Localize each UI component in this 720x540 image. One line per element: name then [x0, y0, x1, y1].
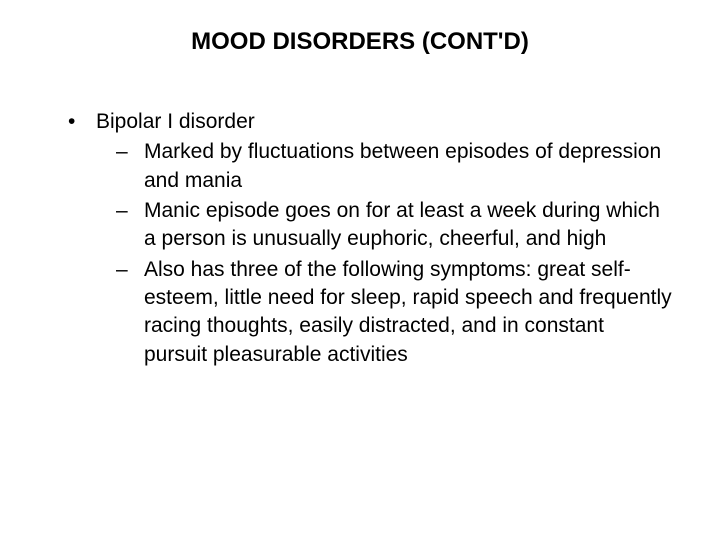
bullet-item: Also has three of the following symptoms…	[48, 256, 672, 369]
slide-content: Bipolar I disorder Marked by fluctuation…	[48, 108, 672, 369]
bullet-marker-dash	[116, 256, 144, 284]
bullet-text: Bipolar I disorder	[96, 108, 672, 136]
slide-container: MOOD DISORDERS (CONT'D) Bipolar I disord…	[0, 0, 720, 540]
bullet-item: Marked by fluctuations between episodes …	[48, 138, 672, 195]
bullet-item: Manic episode goes on for at least a wee…	[48, 197, 672, 254]
bullet-marker-dash	[116, 197, 144, 225]
bullet-text: Also has three of the following symptoms…	[144, 256, 672, 369]
bullet-marker-dash	[116, 138, 144, 166]
bullet-text: Marked by fluctuations between episodes …	[144, 138, 672, 195]
bullet-item: Bipolar I disorder	[48, 108, 672, 136]
slide-title: MOOD DISORDERS (CONT'D)	[48, 28, 672, 56]
bullet-marker-disc	[68, 108, 96, 136]
bullet-text: Manic episode goes on for at least a wee…	[144, 197, 672, 254]
